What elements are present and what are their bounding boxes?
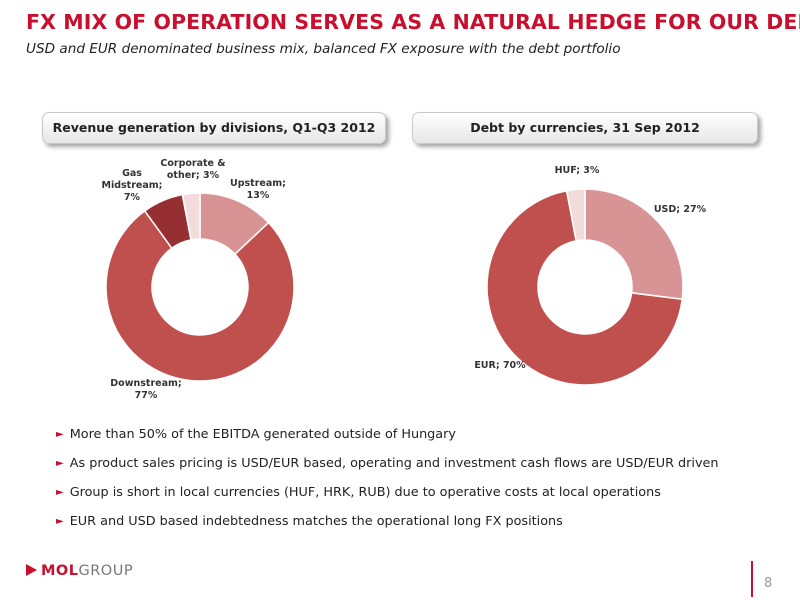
slice-data-label: Gas Midstream; 7% [102,168,163,203]
bullet-text: Group is short in local currencies (HUF,… [69,485,661,500]
donut-slice-huf [565,188,586,242]
donut-slice-downstream [105,209,295,382]
slice-data-label: USD; 27% [654,204,707,215]
logo-group-text: GROUP [78,563,134,579]
page-title: FX MIX OF OPERATION SERVES AS A NATURAL … [26,10,800,34]
mol-group-logo: MOLGROUP [26,563,133,583]
donut-slice-usd [584,188,684,301]
bullet-item: ► More than 50% of the EBITDA generated o… [56,427,776,456]
bullet-text: More than 50% of the EBITDA generated ou… [69,427,456,442]
triangle-right-icon: ► [56,516,64,527]
slice-data-label: EUR; 70% [474,360,526,371]
logo-mol-text: MOL [41,563,79,579]
bullet-list: ► More than 50% of the EBITDA generated o… [56,427,776,543]
triangle-right-icon: ► [56,458,64,469]
triangle-right-icon: ► [56,487,64,498]
slice-data-label: Upstream; 13% [230,178,286,201]
bullet-item: ► EUR and USD based indebtedness matches … [56,514,776,543]
page-number: 8 [764,576,773,591]
bullet-text: As product sales pricing is USD/EUR base… [69,456,719,471]
slice-data-label: HUF; 3% [555,165,600,176]
donut-slice-eur [486,189,684,386]
footer-divider [751,561,753,597]
bullet-item: ► As product sales pricing is USD/EUR bas… [56,456,776,485]
slice-data-label: Corporate & other; 3% [160,158,225,181]
donut-slice-corporate-other [181,192,201,241]
debt-chart-title: Debt by currencies, 31 Sep 2012 [412,112,758,144]
mol-logo-icon [26,564,37,576]
revenue-chart-title: Revenue generation by divisions, Q1-Q3 2… [42,112,386,144]
slice-data-label: Downstream; 77% [110,378,181,401]
triangle-right-icon: ► [56,429,64,440]
bullet-text: EUR and USD based indebtedness matches t… [69,514,563,529]
page-subtitle: USD and EUR denominated business mix, ba… [26,41,621,57]
bullet-item: ► Group is short in local currencies (HUF… [56,485,776,514]
